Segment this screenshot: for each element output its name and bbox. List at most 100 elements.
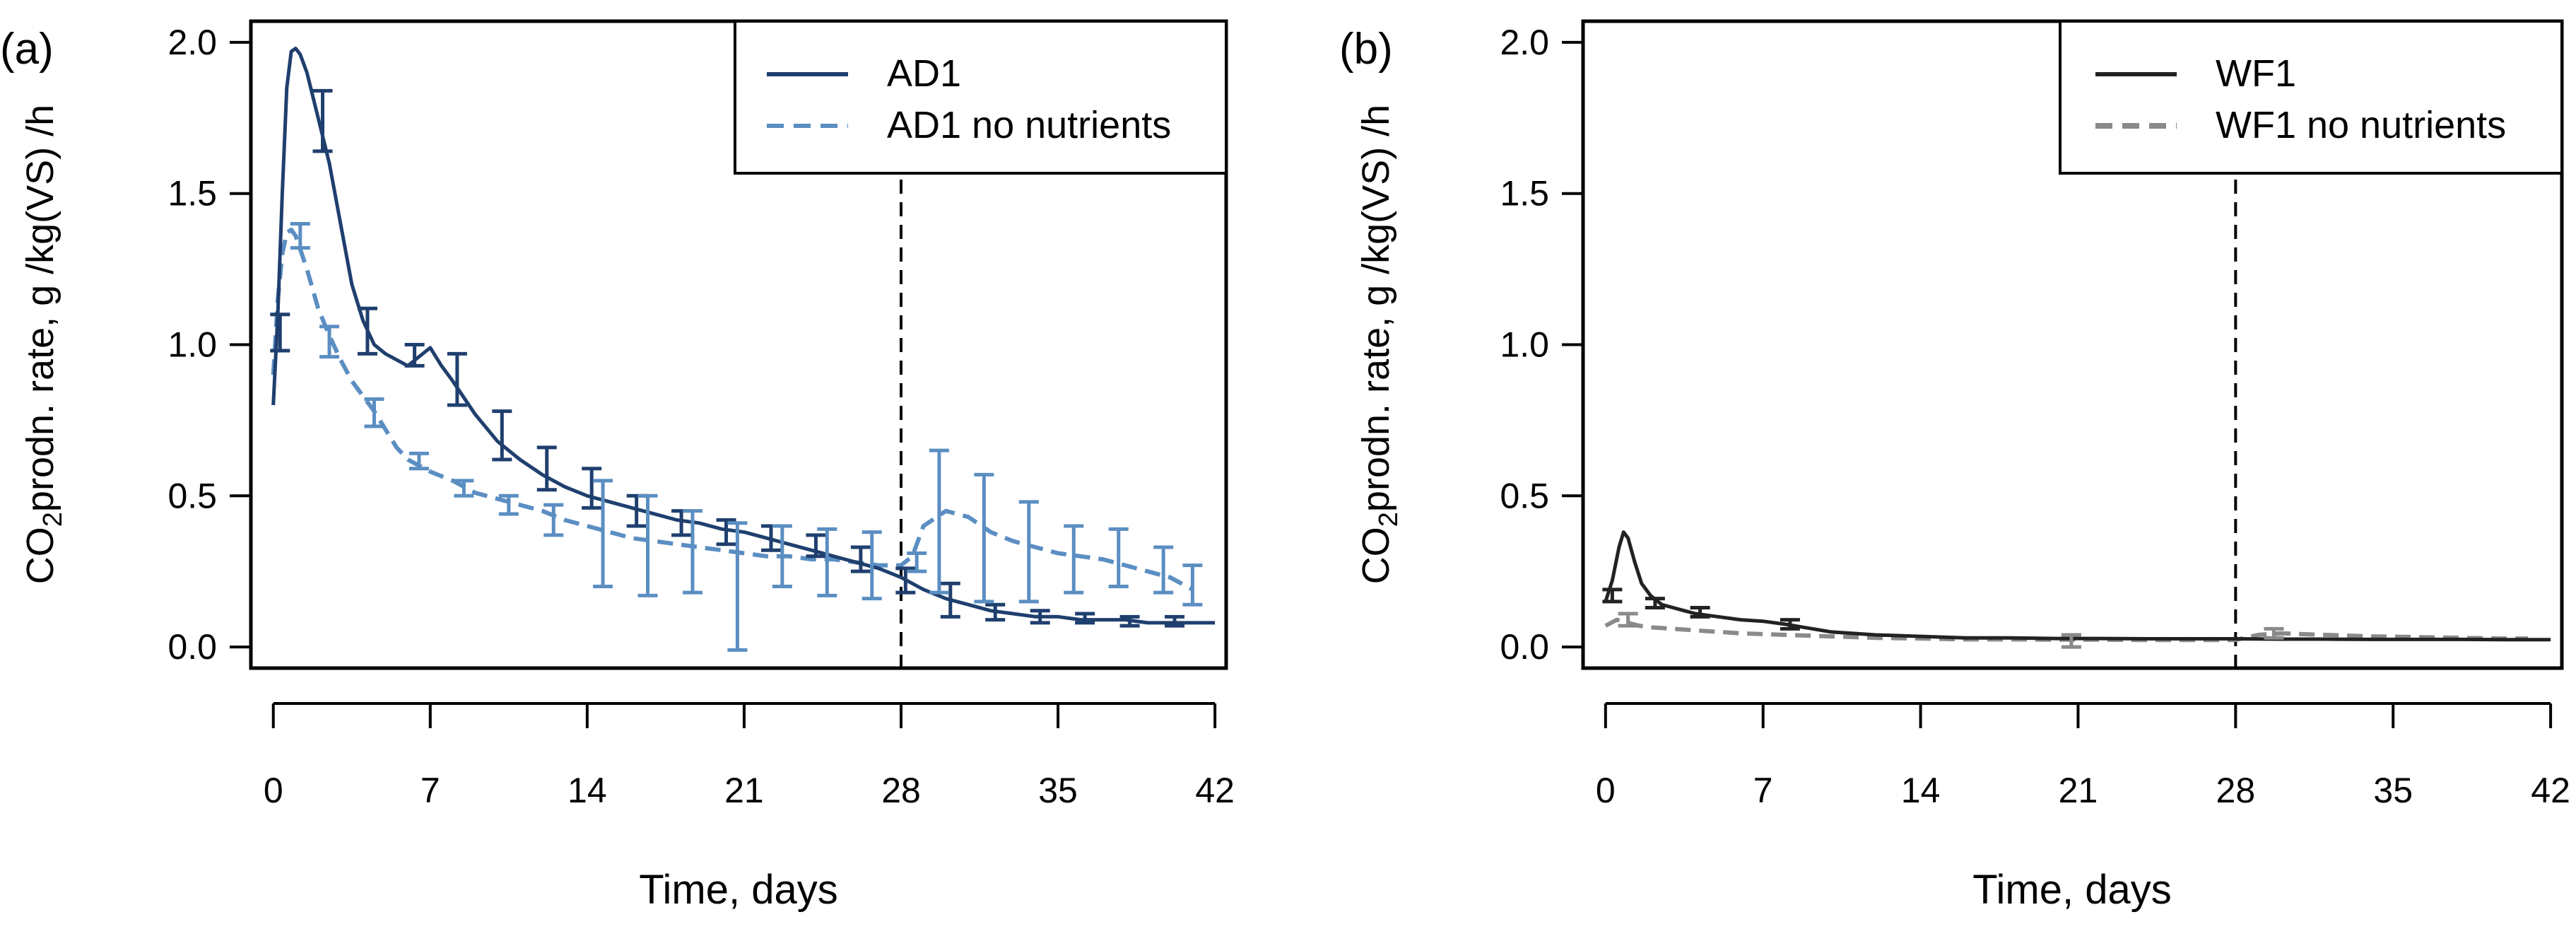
y-axis-label: CO2prodn. rate, g /kg(VS) /h — [1355, 105, 1404, 584]
error-bar-ad1-no-nutrients — [290, 221, 310, 250]
panel-a: (a) Time, days CO2prodn. rate, g /kg(VS)… — [0, 19, 1235, 913]
legend-entry-wf1-no-nutrients: WF1 no nutrients — [2216, 104, 2506, 146]
x-tick-label: 14 — [1901, 771, 1941, 810]
error-bar-ad1-no-nutrients — [1064, 524, 1084, 595]
error-bar-wf1-no-nutrients — [2264, 626, 2284, 640]
error-bar-ad1-no-nutrients — [593, 479, 613, 589]
panel-b: (b) Time, days CO2prodn. rate, g /kg(VS)… — [1339, 19, 2570, 913]
error-bar-ad1-no-nutrients — [974, 472, 994, 604]
error-bar-ad1-no-nutrients — [498, 493, 519, 516]
error-bar-ad1 — [447, 351, 467, 407]
x-tick-label: 14 — [567, 771, 607, 810]
y-tick-label: 0.5 — [1500, 476, 1549, 515]
error-bar-ad1 — [940, 581, 960, 619]
x-tick-label: 35 — [1038, 771, 1078, 810]
error-bar-ad1-no-nutrients — [1153, 545, 1174, 595]
y-axis-label-part2: prodn. rate, g /kg(VS) /h — [1355, 105, 1397, 512]
error-bar-ad1-no-nutrients — [364, 397, 384, 428]
plot-area — [270, 21, 1216, 668]
legend-entry-wf1: WF1 — [2216, 52, 2296, 95]
legend: AD1 AD1 no nutrients — [734, 20, 1228, 175]
y-tick-label: 1.0 — [1500, 325, 1549, 365]
legend-box — [734, 20, 1228, 175]
legend-entry-ad1: AD1 — [887, 52, 961, 95]
error-bar-ad1 — [1075, 612, 1095, 625]
error-bar-ad1 — [270, 312, 290, 353]
legend-box — [2059, 20, 2563, 175]
error-bar-ad1-no-nutrients — [861, 530, 882, 601]
x-tick-label: 28 — [2216, 771, 2256, 810]
y-tick-label: 1.5 — [167, 174, 217, 214]
x-tick-label: 42 — [1195, 771, 1235, 810]
error-bar-ad1-no-nutrients — [772, 524, 792, 589]
error-bar-wf1-no-nutrients — [1618, 612, 1638, 628]
error-bar-ad1 — [895, 566, 916, 595]
y-tick-label: 0.0 — [1500, 627, 1549, 667]
x-axis-label: Time, days — [639, 867, 837, 913]
y-tick-label: 1.5 — [1500, 174, 1549, 214]
x-tick-label: 35 — [2373, 771, 2413, 810]
y-axis-label-subscript: 2 — [38, 512, 68, 527]
error-bar-ad1 — [716, 518, 736, 547]
y-tick-label: 0.5 — [167, 476, 217, 515]
error-bar-ad1-no-nutrients — [1108, 527, 1129, 589]
series-line-ad1-no-nutrients — [271, 228, 1194, 592]
y-tick-label: 2.0 — [167, 23, 217, 62]
error-bar-ad1-no-nutrients — [637, 493, 658, 597]
error-bar-ad1 — [492, 409, 512, 462]
y-tick-label: 2.0 — [1500, 23, 1549, 62]
x-tick-label: 0 — [264, 771, 283, 810]
error-bar-ad1 — [1030, 609, 1050, 625]
error-bar-ad1-no-nutrients — [682, 509, 702, 595]
x-tick-label: 7 — [420, 771, 440, 810]
panel-label: (a) — [0, 25, 54, 74]
error-bar-ad1-no-nutrients — [929, 448, 949, 595]
y-axis-label-subscript: 2 — [1374, 512, 1404, 527]
x-axis-label: Time, days — [1972, 867, 2171, 913]
panel-label: (b) — [1339, 25, 1393, 74]
error-bar-wf1 — [1780, 618, 1800, 631]
error-bar-ad1-no-nutrients — [543, 503, 564, 537]
error-bar-wf1 — [1602, 588, 1623, 604]
error-bar-ad1 — [985, 602, 1006, 622]
legend: WF1 WF1 no nutrients — [2059, 20, 2563, 175]
y-axis: 0.0 0.5 1.0 1.5 2.0 — [1500, 23, 1583, 667]
y-axis-label: CO2prodn. rate, g /kg(VS) /h — [19, 105, 68, 584]
series-line-wf1 — [1604, 530, 2551, 642]
error-bar-ad1-no-nutrients — [408, 451, 429, 471]
error-bar-ad1 — [1165, 614, 1185, 628]
error-bar-ad1 — [357, 306, 377, 356]
error-bar-wf1-no-nutrients — [2061, 633, 2081, 649]
error-bar-ad1-no-nutrients — [727, 521, 748, 652]
error-bar-ad1-no-nutrients — [319, 325, 340, 359]
error-bar-ad1 — [582, 467, 602, 510]
y-axis-label-part2: prodn. rate, g /kg(VS) /h — [19, 105, 61, 512]
x-axis: 0 7 14 21 28 35 42 — [1596, 702, 2570, 810]
series-line-ad1 — [271, 47, 1216, 625]
x-axis: 0 7 14 21 28 35 42 — [264, 702, 1235, 810]
x-tick-label: 7 — [1753, 771, 1773, 810]
x-tick-label: 0 — [1596, 771, 1616, 810]
y-axis: 0.0 0.5 1.0 1.5 2.0 — [167, 23, 251, 667]
error-bar-ad1-no-nutrients — [907, 551, 927, 573]
y-axis-label-part1: CO — [19, 527, 61, 584]
x-tick-label: 28 — [881, 771, 921, 810]
y-axis-label-part1: CO — [1355, 527, 1397, 584]
error-bar-ad1-no-nutrients — [1182, 563, 1203, 607]
error-bar-wf1 — [1645, 597, 1665, 609]
error-bar-ad1 — [536, 445, 557, 492]
error-bar-wf1 — [1690, 605, 1710, 619]
legend-entry-ad1-no-nutrients: AD1 no nutrients — [887, 104, 1171, 146]
error-bar-ad1-no-nutrients — [817, 527, 837, 597]
x-tick-label: 21 — [2059, 771, 2098, 810]
error-bar-ad1 — [1119, 614, 1140, 628]
y-tick-label: 0.0 — [167, 627, 217, 667]
error-bar-ad1-no-nutrients — [454, 479, 474, 498]
error-bar-ad1 — [850, 545, 871, 573]
x-tick-label: 42 — [2531, 771, 2570, 810]
error-bar-ad1 — [806, 533, 826, 559]
error-bar-ad1-no-nutrients — [1018, 500, 1039, 604]
error-bar-ad1 — [312, 88, 333, 153]
plot-area — [1602, 21, 2551, 668]
